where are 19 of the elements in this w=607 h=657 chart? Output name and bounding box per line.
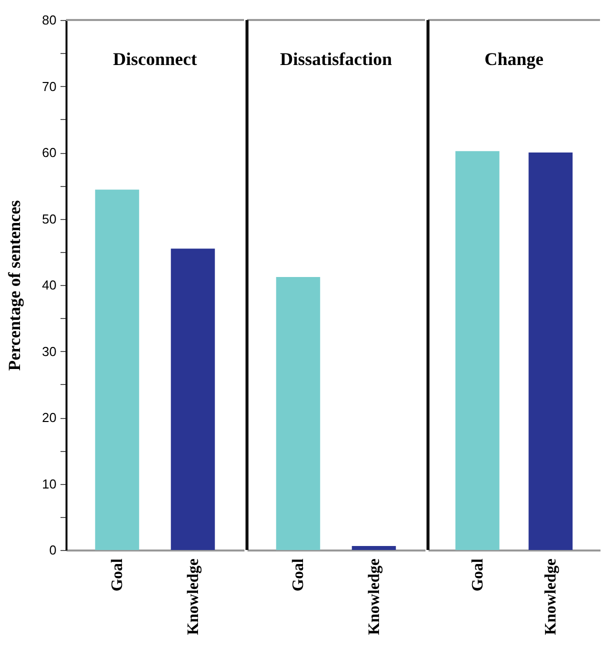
y-axis-title: Percentage of sentences	[5, 200, 24, 371]
y-tick-label: 10	[42, 476, 56, 492]
x-tick-label: Knowledge	[184, 558, 202, 635]
x-tick-label: Knowledge	[542, 558, 560, 635]
y-tick-label: 50	[42, 211, 56, 226]
y-tick-label: 30	[42, 344, 56, 359]
y-tick-label: 0	[49, 542, 56, 558]
x-tick-label: Goal	[109, 558, 126, 592]
y-tick-label: 60	[42, 145, 56, 160]
x-tick-label: Goal	[469, 558, 486, 592]
y-tick-label: 80	[42, 12, 56, 28]
x-tick-label: Goal	[290, 558, 308, 592]
text: Change	[484, 49, 544, 69]
y-tick-label: 70	[42, 78, 56, 94]
text: Disconnect	[113, 49, 197, 69]
text: Dissatisfaction	[280, 49, 392, 69]
y-tick-label: 20	[42, 410, 56, 425]
y-tick-label: 40	[42, 278, 56, 292]
x-tick-label: Knowledge	[366, 558, 383, 635]
